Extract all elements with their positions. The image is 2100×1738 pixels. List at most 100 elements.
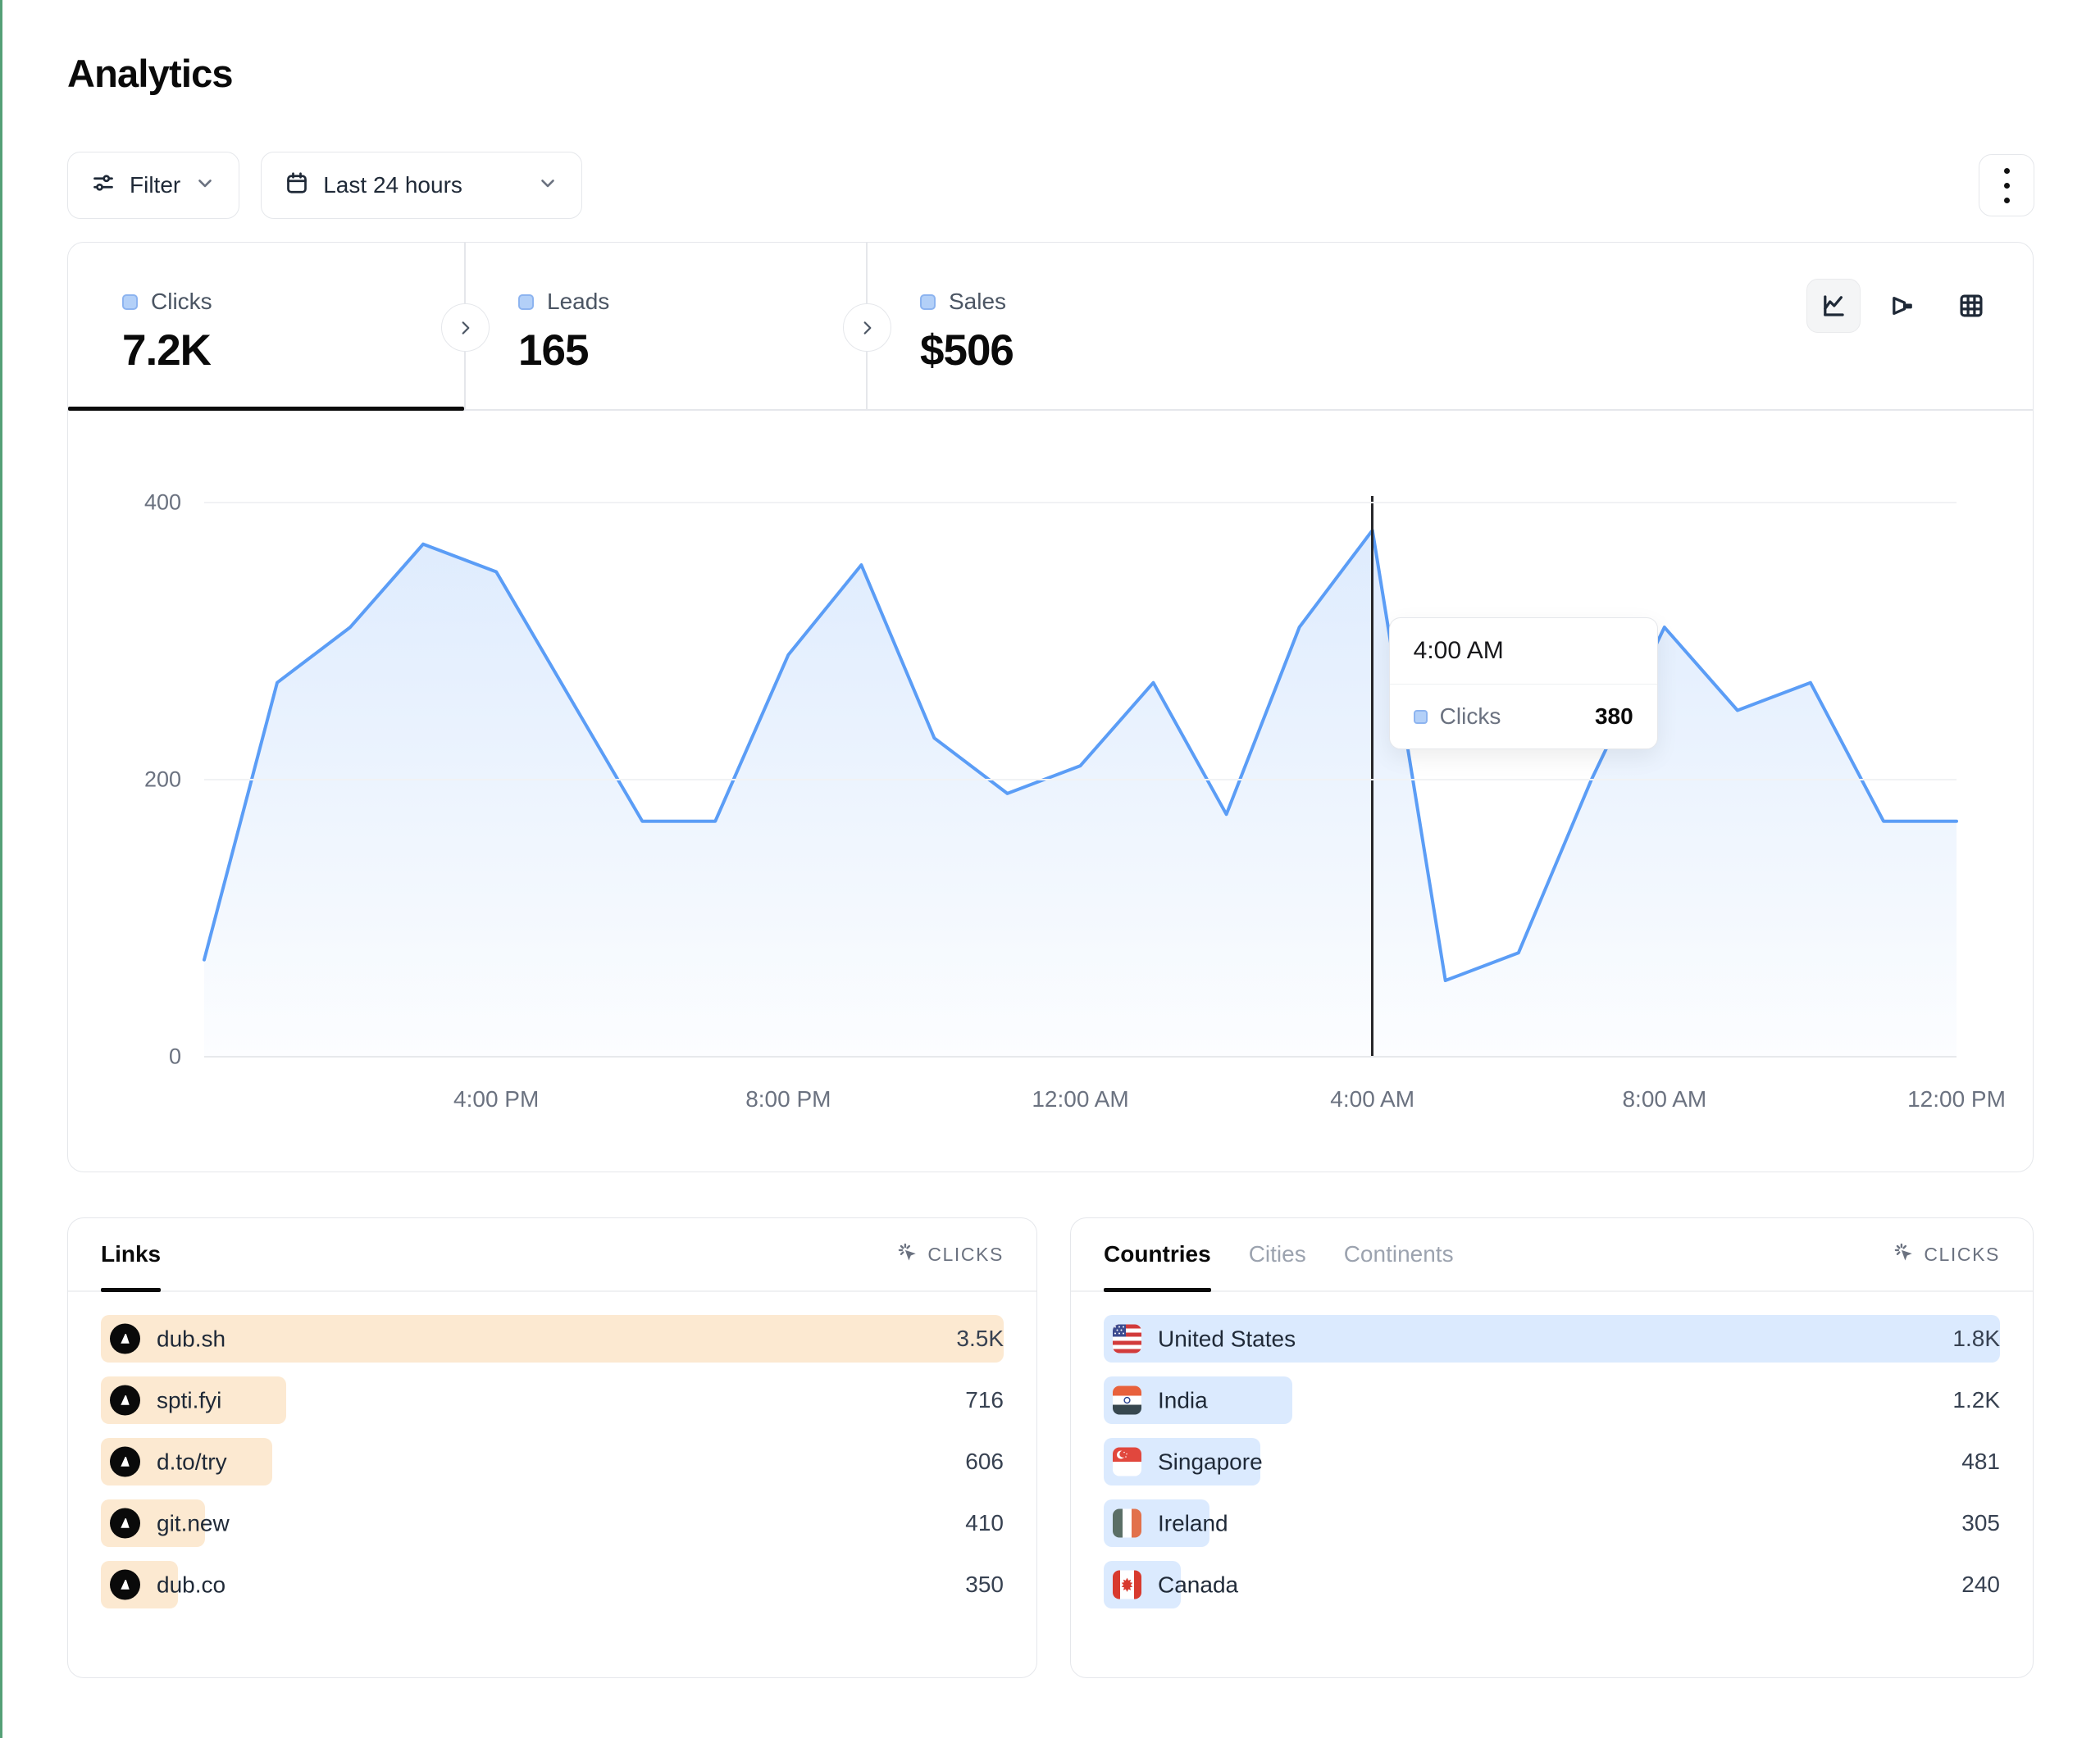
link-row[interactable]: d.to/try 606 bbox=[101, 1438, 1004, 1485]
chart-crosshair bbox=[1371, 496, 1374, 1057]
links-list: dub.sh 3.5K spti.fyi 716 d.to/try 606 git.new 4… bbox=[68, 1292, 1036, 1608]
countries-metric[interactable]: CLICKS bbox=[1892, 1240, 2000, 1268]
filter-button-label: Filter bbox=[130, 172, 181, 198]
dub-logo-icon bbox=[110, 1569, 140, 1600]
links-panel: Links CLICKS dub.sh 3.5K spti.fyi 716 d.to/t… bbox=[67, 1217, 1037, 1678]
links-panel-header: Links CLICKS bbox=[68, 1218, 1036, 1292]
link-clicks-value: 3.5K bbox=[956, 1326, 1004, 1351]
leads-value: 165 bbox=[518, 326, 589, 375]
country-row[interactable]: Canada 240 bbox=[1104, 1561, 2000, 1608]
country-label: Canada bbox=[1158, 1572, 1239, 1597]
tab-sales[interactable]: Sales $506 bbox=[866, 243, 2033, 409]
cursor-click-icon bbox=[895, 1240, 918, 1268]
link-clicks-value: 716 bbox=[965, 1387, 1004, 1413]
x-axis-tick-label: 8:00 PM bbox=[745, 1086, 831, 1112]
country-row[interactable]: Ireland 305 bbox=[1104, 1499, 2000, 1547]
tab-links[interactable]: Links bbox=[101, 1218, 162, 1292]
cursor-click-icon bbox=[1892, 1240, 1915, 1268]
us-flag-icon bbox=[1113, 1324, 1141, 1354]
more-options-button[interactable] bbox=[1979, 154, 2034, 216]
tab-cities-label: Cities bbox=[1248, 1241, 1306, 1267]
link-row[interactable]: dub.co 350 bbox=[101, 1561, 1004, 1608]
countries-panel: Countries Cities Continents CLICKS Unite… bbox=[1070, 1217, 2034, 1678]
link-clicks-value: 606 bbox=[965, 1449, 1004, 1474]
tooltip-time: 4:00 AM bbox=[1389, 618, 1657, 685]
expand-leads-button[interactable] bbox=[843, 303, 891, 352]
tab-cities[interactable]: Cities bbox=[1249, 1218, 1306, 1290]
tab-countries[interactable]: Countries bbox=[1104, 1218, 1211, 1292]
tooltip-value: 380 bbox=[1594, 703, 1633, 729]
y-axis-tick-label: 400 bbox=[143, 489, 181, 515]
sales-value: $506 bbox=[920, 326, 1014, 375]
link-bar bbox=[101, 1315, 1004, 1363]
chart-line bbox=[203, 528, 1958, 982]
link-label: spti.fyi bbox=[157, 1387, 222, 1413]
links-metric[interactable]: CLICKS bbox=[895, 1240, 1004, 1268]
country-label: United States bbox=[1158, 1326, 1296, 1351]
link-row-content: git.new bbox=[110, 1508, 230, 1539]
link-label: dub.co bbox=[157, 1572, 226, 1597]
countries-metric-label: CLICKS bbox=[1924, 1243, 2000, 1265]
funnel-view-button[interactable] bbox=[1875, 279, 1929, 333]
country-row[interactable]: India 1.2K bbox=[1104, 1376, 2000, 1424]
chevron-right-icon bbox=[462, 321, 469, 334]
sales-legend-icon bbox=[920, 293, 936, 310]
country-row[interactable]: United States 1.8K bbox=[1104, 1315, 2000, 1363]
tab-sales-label: Sales bbox=[949, 289, 1007, 314]
table-view-button[interactable] bbox=[1944, 279, 1998, 333]
link-row[interactable]: spti.fyi 716 bbox=[101, 1376, 1004, 1424]
link-row-content: spti.fyi bbox=[110, 1385, 221, 1416]
tab-links-label: Links bbox=[101, 1241, 162, 1267]
country-clicks-value: 1.2K bbox=[1952, 1387, 2000, 1413]
kebab-icon bbox=[2003, 167, 2010, 174]
toolbar: Filter Last 24 hours bbox=[67, 152, 583, 219]
country-label: Singapore bbox=[1158, 1449, 1263, 1474]
dub-logo-icon bbox=[110, 1385, 140, 1416]
date-range-button[interactable]: Last 24 hours bbox=[261, 152, 583, 219]
tab-continents[interactable]: Continents bbox=[1344, 1218, 1454, 1290]
clicks-value: 7.2K bbox=[122, 326, 212, 375]
chevron-down-icon bbox=[537, 172, 558, 199]
tab-continents-label: Continents bbox=[1343, 1241, 1454, 1267]
link-row[interactable]: git.new 410 bbox=[101, 1499, 1004, 1547]
link-clicks-value: 410 bbox=[965, 1510, 1004, 1536]
date-range-label: Last 24 hours bbox=[323, 172, 462, 198]
country-row-content: Canada bbox=[1113, 1570, 1239, 1599]
link-clicks-value: 350 bbox=[965, 1572, 1004, 1597]
expand-clicks-button[interactable] bbox=[441, 303, 490, 352]
ie-flag-icon bbox=[1113, 1508, 1141, 1538]
country-clicks-value: 1.8K bbox=[1952, 1326, 2000, 1351]
chevron-right-icon bbox=[863, 321, 871, 334]
gridline-y-0 bbox=[204, 1056, 1957, 1058]
country-clicks-value: 240 bbox=[1961, 1572, 2000, 1597]
link-row[interactable]: dub.sh 3.5K bbox=[101, 1315, 1004, 1363]
countries-panel-header: Countries Cities Continents CLICKS bbox=[1071, 1218, 2033, 1292]
line-chart-view-button[interactable] bbox=[1806, 279, 1861, 333]
tab-clicks[interactable]: Clicks 7.2K bbox=[68, 243, 464, 411]
tooltip-series-label: Clicks bbox=[1439, 703, 1501, 729]
filter-button[interactable]: Filter bbox=[67, 152, 240, 219]
link-row-content: dub.co bbox=[110, 1569, 226, 1600]
clicks-area-chart[interactable]: 4:00 AM Clicks 380 0 200 400 4:00 PM 8:00 PM… bbox=[144, 490, 2006, 1112]
grid-icon bbox=[1960, 294, 1983, 317]
gridline-y-200 bbox=[204, 779, 1957, 780]
tab-countries-label: Countries bbox=[1104, 1241, 1211, 1267]
country-clicks-value: 481 bbox=[1961, 1449, 2000, 1474]
tooltip-legend-icon bbox=[1413, 709, 1428, 724]
dub-logo-icon bbox=[110, 1446, 140, 1477]
tab-leads[interactable]: Leads 165 bbox=[464, 243, 866, 409]
chart-tooltip: 4:00 AM Clicks 380 bbox=[1388, 617, 1658, 749]
stats-tabs: Clicks 7.2K Leads 165 Sales $506 bbox=[68, 243, 2033, 411]
analytics-chart-card: Clicks 7.2K Leads 165 Sales $506 bbox=[67, 242, 2034, 1172]
country-row[interactable]: Singapore 481 bbox=[1104, 1438, 2000, 1485]
y-axis-tick-label: 0 bbox=[168, 1044, 181, 1069]
calendar-icon bbox=[285, 171, 309, 201]
x-axis-tick-label: 4:00 PM bbox=[453, 1086, 540, 1112]
ca-flag-icon bbox=[1113, 1570, 1141, 1599]
clicks-legend-icon bbox=[122, 293, 138, 310]
country-row-content: India bbox=[1113, 1385, 1208, 1415]
leads-legend-icon bbox=[518, 293, 534, 310]
chart-area-fill bbox=[204, 530, 1957, 1057]
in-flag-icon bbox=[1113, 1385, 1141, 1415]
